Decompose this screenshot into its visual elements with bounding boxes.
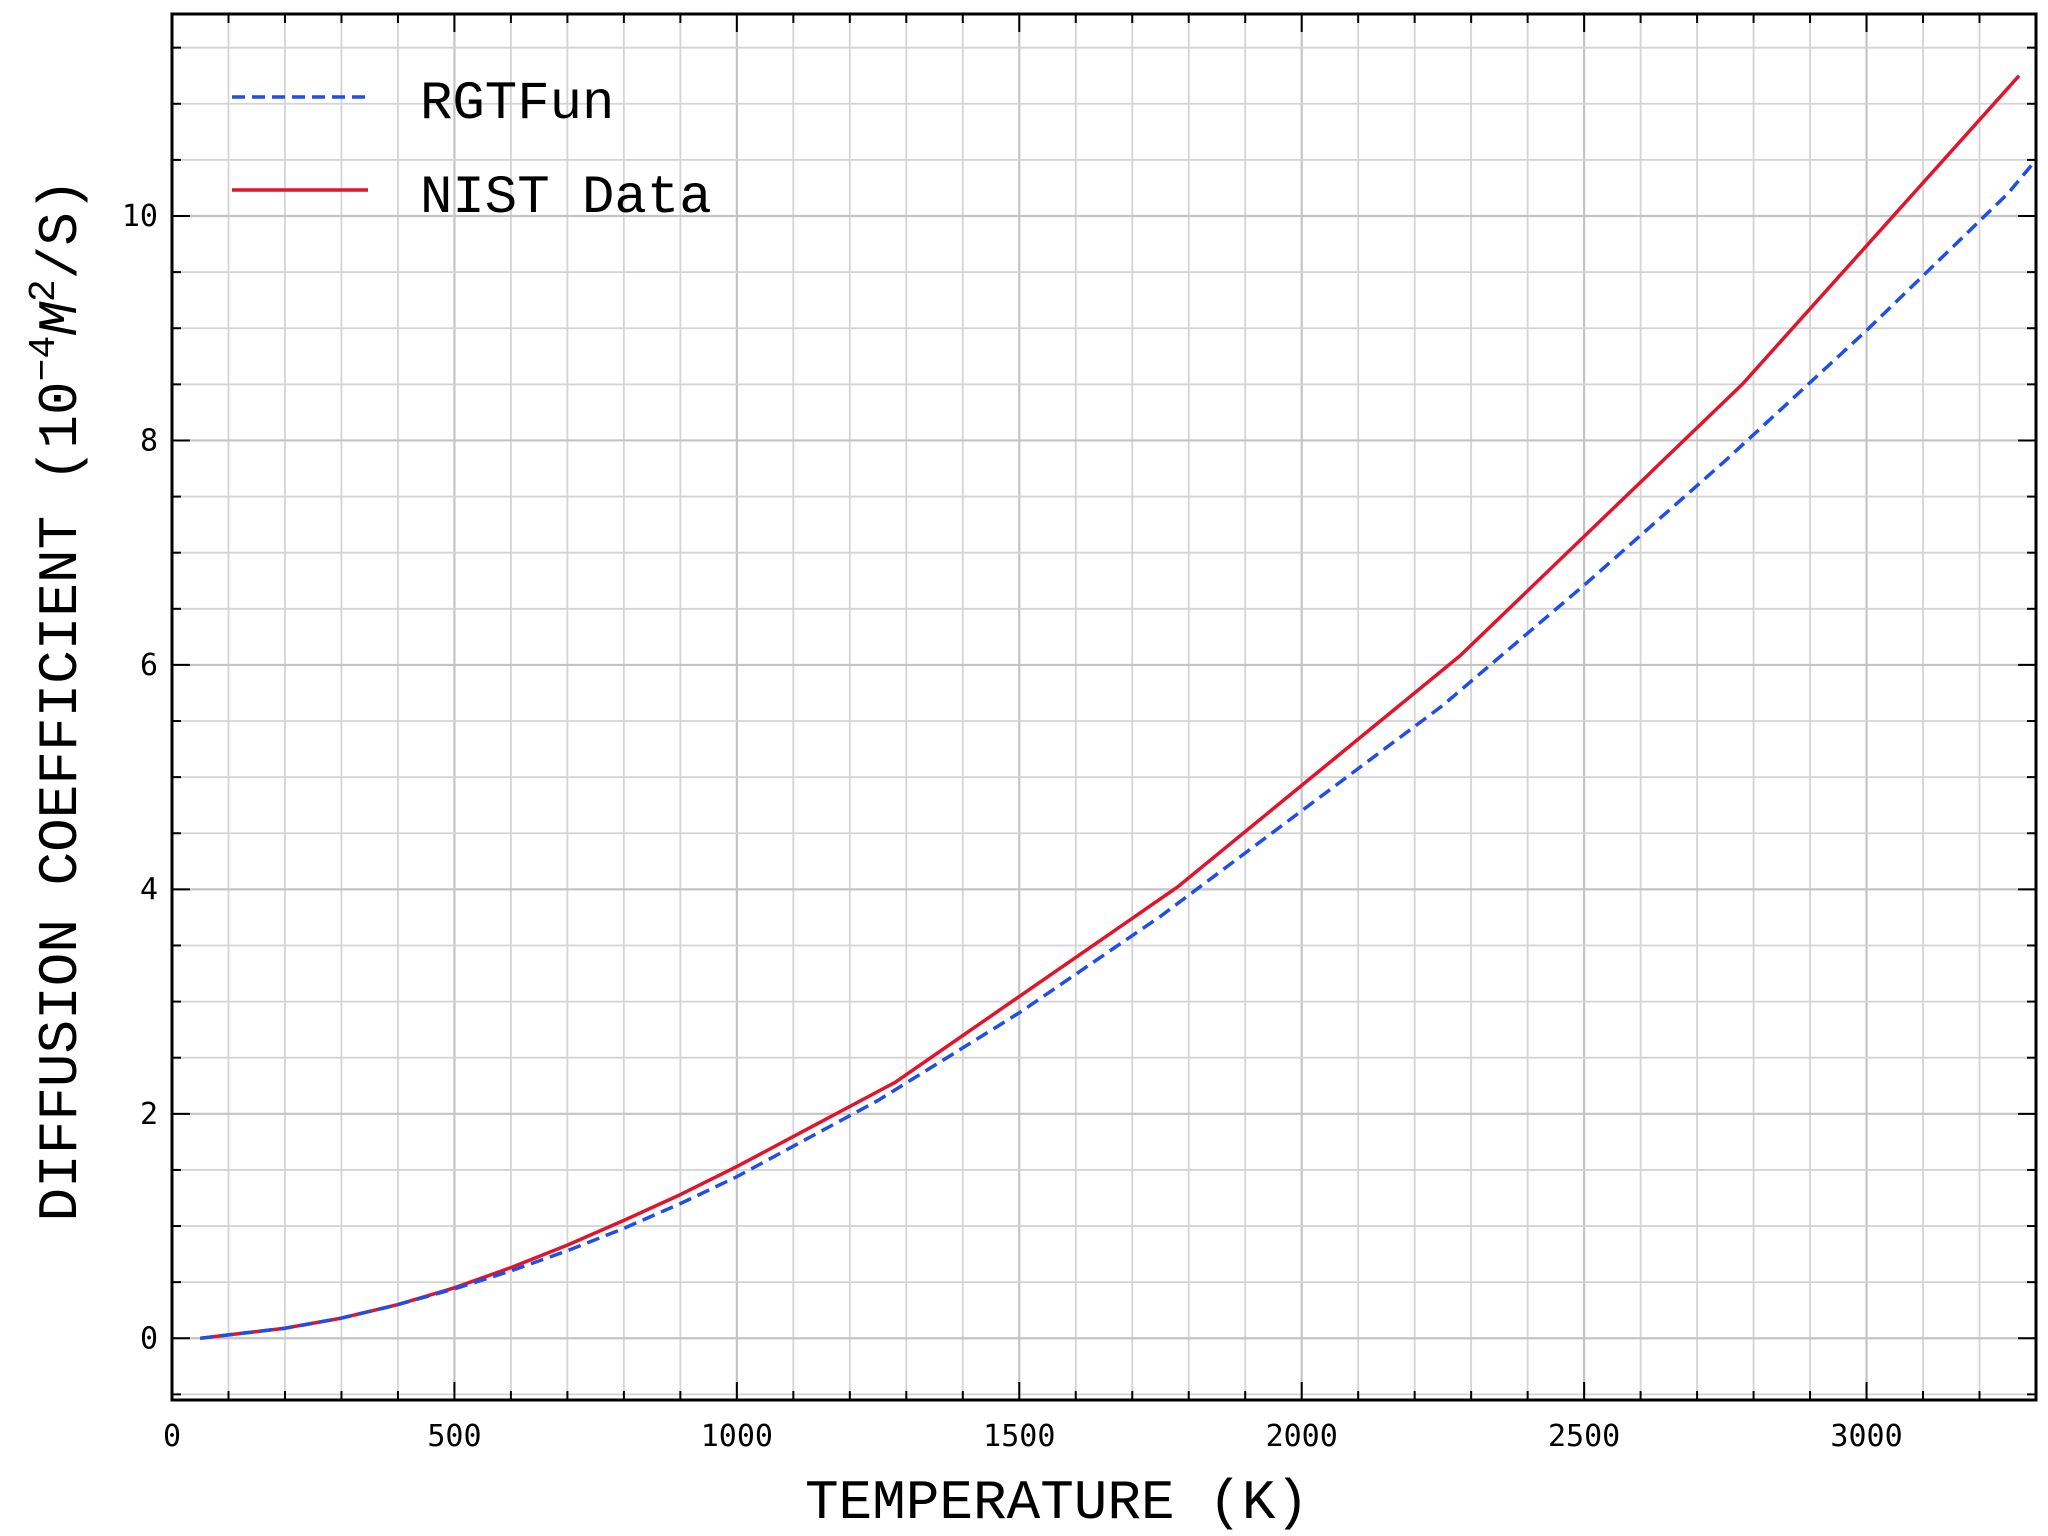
y-tick-label: 6 (140, 648, 158, 683)
y-axis-label-prefix: DIFFUSION COEFFICIENT (10 (29, 381, 93, 1221)
x-tick-label: 500 (427, 1419, 481, 1454)
y-axis-label: DIFFUSION COEFFICIENT (10−4M2/S) (23, 179, 93, 1222)
x-tick-label: 1000 (701, 1419, 773, 1454)
x-tick-label: 2500 (1548, 1419, 1620, 1454)
grid (170, 14, 2037, 1400)
y-tick-label: 2 (140, 1097, 158, 1132)
plot-frame (170, 12, 2038, 1402)
y-tick-label: 10 (122, 199, 158, 234)
tick-labels: 0 500 1000 1500 2000 2500 3000 0 2 4 6 8 10 (122, 199, 1903, 1454)
y-axis-label-unit-rest: /S) (29, 179, 93, 280)
y-axis-label-exponent: −4 (23, 336, 66, 382)
y-tick-label: 8 (140, 423, 158, 458)
ticks (171, 14, 2037, 1400)
legend: RGTFun NIST Data (232, 74, 712, 229)
y-tick-label: 4 (140, 872, 158, 907)
x-tick-label: 3000 (1830, 1419, 1902, 1454)
y-axis-label-unit-m-exponent: 2 (23, 279, 66, 302)
x-tick-label: 0 (163, 1419, 181, 1454)
y-tick-label: 0 (140, 1321, 158, 1356)
series-layer (199, 74, 2036, 1341)
y-axis-label-unit-m: M (29, 301, 93, 336)
x-axis-label: TEMPERATURE (K) (805, 1471, 1309, 1535)
x-tick-label: 1500 (983, 1419, 1055, 1454)
series-line-nist (199, 74, 2021, 1341)
x-tick-label: 2000 (1266, 1419, 1338, 1454)
legend-label-rgtfun: RGTFun (420, 74, 614, 135)
series-line-rgtfun (199, 158, 2036, 1341)
legend-label-nist: NIST Data (420, 168, 712, 229)
